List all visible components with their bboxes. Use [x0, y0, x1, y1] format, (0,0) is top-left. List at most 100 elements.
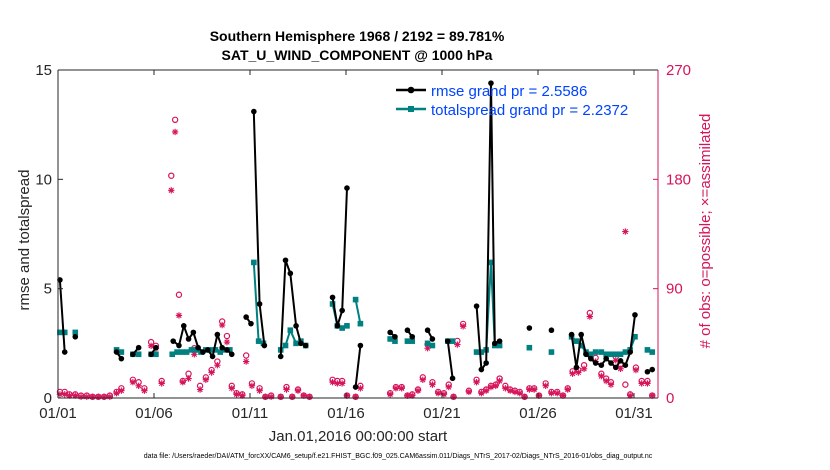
obs-assimilated-point — [506, 387, 514, 394]
x-tick-label: 01/01 — [39, 405, 77, 422]
legend-marker-spread — [408, 106, 414, 112]
obs-assimilated-point — [175, 312, 183, 319]
obs-assimilated-point — [559, 392, 567, 399]
totalspread-point — [344, 323, 350, 329]
rmse-point — [617, 358, 624, 364]
obs-assimilated-point — [548, 389, 555, 397]
obs-assimilated-point — [564, 386, 571, 393]
obs-assimilated-point — [89, 393, 96, 400]
obs-assimilated-point — [267, 393, 275, 400]
rmse-point — [548, 327, 555, 334]
obs-assimilated-point — [256, 387, 263, 394]
legend: rmse grand pr = 2.5586 totalspread grand… — [396, 83, 628, 119]
y-right-tick-label: 90 — [666, 281, 683, 298]
obs-assimilated-point — [502, 385, 509, 392]
obs-assimilated-point — [473, 379, 480, 386]
obs-assimilated-point — [450, 393, 457, 400]
totalspread-point — [404, 338, 411, 344]
obs-assimilated-point — [168, 187, 175, 194]
rmse-point — [483, 360, 489, 366]
obs-assimilated-point — [459, 323, 467, 330]
obs-assimilated-point — [283, 386, 290, 393]
totalspread-point — [429, 342, 436, 349]
x-tick-label: 01/06 — [135, 405, 173, 422]
totalspread-point — [188, 347, 195, 353]
totalspread-point — [179, 349, 185, 355]
x-tick-label: 01/31 — [615, 405, 653, 422]
obs-assimilated-point — [306, 393, 313, 400]
obs-assimilated-point — [511, 388, 519, 396]
rmse-point — [603, 355, 609, 362]
rmse-point — [496, 338, 503, 344]
obs-assimilated-point — [424, 344, 431, 352]
rmse-point — [118, 355, 125, 362]
totalspread-point — [352, 296, 359, 303]
rmse-point — [492, 340, 498, 347]
rmse-point — [444, 338, 451, 344]
totalspread-point — [573, 338, 580, 344]
obs-assimilated-point — [626, 392, 634, 399]
rmse-point — [214, 331, 221, 338]
rmse-point — [148, 351, 154, 358]
totalspread-point — [174, 349, 180, 355]
totalspread-point — [548, 349, 555, 355]
obs-assimilated-point — [248, 382, 256, 390]
totalspread-point — [251, 259, 257, 266]
rmse-point — [72, 333, 79, 340]
obs-assimilated-point — [496, 377, 503, 385]
totalspread-point — [598, 349, 605, 355]
totalspread-point — [227, 347, 233, 353]
rmse-point — [329, 294, 336, 301]
obs-assimilated-point — [386, 391, 394, 398]
totalspread-point — [193, 347, 200, 353]
obs-assimilated-point — [649, 392, 656, 399]
obs-assimilated-point — [638, 380, 645, 387]
obs-assimilated-point — [398, 385, 405, 392]
rmse-point — [180, 323, 187, 329]
x-tick-label: 01/21 — [423, 405, 461, 422]
obs-assimilated-point — [113, 389, 120, 397]
obs-assimilated-point — [526, 386, 533, 393]
y-left-tick-label: 5 — [44, 281, 52, 298]
obs-assimilated-point — [141, 387, 148, 394]
totalspread-point — [153, 351, 159, 358]
legend-label-spread: totalspread grand pr = 2.2372 — [431, 102, 628, 119]
obs-assimilated-point — [429, 381, 436, 388]
legend-marker-rmse — [407, 86, 415, 94]
rmse-point — [170, 338, 176, 344]
y-left-tick-label: 0 — [44, 390, 52, 407]
rmse-point — [219, 344, 225, 351]
rmse-point — [200, 349, 206, 355]
obs-possible-point — [171, 116, 179, 124]
totalspread-point — [649, 349, 656, 355]
obs-assimilated-point — [607, 381, 615, 388]
totalspread-point — [212, 347, 219, 353]
plot-area — [58, 70, 658, 398]
rmse-point — [228, 351, 235, 358]
rmse-point — [387, 329, 393, 336]
totalspread-point — [57, 329, 63, 336]
obs-assimilated-point — [228, 385, 235, 392]
obs-assimilated-point — [617, 365, 624, 373]
rmse-point — [248, 320, 254, 327]
obs-assimilated-point — [580, 365, 588, 373]
obs-assimilated-point — [440, 391, 448, 398]
obs-assimilated-point — [357, 385, 364, 392]
rmse-point — [224, 347, 230, 353]
y-right-tick-label: 0 — [666, 390, 674, 407]
totalspread-point — [473, 349, 480, 355]
rmse-point — [649, 366, 656, 373]
rmse-point — [256, 301, 263, 307]
rmse-point — [488, 80, 494, 86]
obs-assimilated-point — [516, 389, 523, 397]
totalspread-point — [478, 349, 485, 355]
rmse-point — [195, 344, 201, 351]
obs-assimilated-point — [404, 392, 411, 399]
obs-assimilated-point — [622, 228, 629, 235]
rmse-point — [135, 344, 142, 351]
totalspread-point — [526, 344, 533, 351]
rmse-point — [130, 351, 136, 358]
rmse-point — [113, 349, 120, 355]
obs-assimilated-point — [95, 393, 102, 400]
